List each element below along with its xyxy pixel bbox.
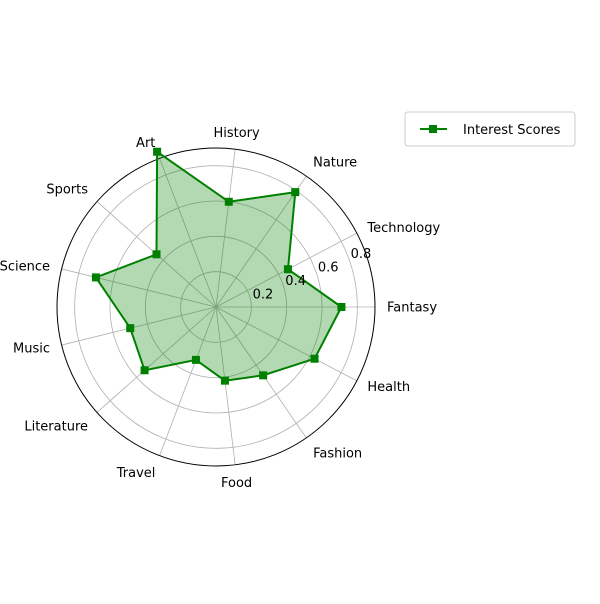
radial-tick-label-1: 0.4 [285, 274, 306, 289]
data-point-science [91, 273, 100, 282]
data-point-health [310, 354, 319, 363]
data-point-fashion [259, 371, 268, 380]
category-label-fashion: Fashion [313, 447, 362, 462]
data-point-food [220, 376, 229, 385]
data-point-technology [283, 265, 292, 274]
category-label-travel: Travel [116, 466, 156, 481]
grid-spoke-6 [61, 268, 217, 308]
category-label-art: Art [136, 136, 155, 151]
data-point-music [126, 324, 135, 333]
radial-tick-label-0: 0.2 [253, 288, 274, 303]
data-point-art [153, 147, 162, 156]
grid-spoke-10 [215, 306, 236, 465]
legend: Interest Scores [404, 111, 576, 147]
category-label-fantasy: Fantasy [387, 301, 437, 316]
radial-tick-labels: 0.2 0.4 0.6 0.8 [253, 247, 372, 303]
legend-label: Interest Scores [463, 123, 561, 138]
series-layer [91, 147, 346, 385]
data-point-nature [291, 188, 300, 197]
data-point-travel [191, 355, 200, 364]
grid-spoke-3 [215, 149, 236, 308]
data-point-history [224, 197, 233, 206]
series-area-fill [95, 151, 342, 381]
grid-spoke-4 [159, 158, 217, 308]
category-label-health: Health [367, 380, 410, 395]
grid-spoke-8 [96, 306, 217, 413]
legend-frame [404, 111, 576, 147]
polar-grid [56, 147, 376, 467]
data-point-literature [140, 366, 149, 375]
category-label-sports: Sports [46, 183, 88, 198]
radial-tick-label-2: 0.6 [318, 260, 339, 275]
grid-spoke-9 [159, 306, 217, 456]
data-point-fantasy [337, 303, 346, 311]
grid-spoke-7 [61, 306, 217, 346]
grid-spoke-2 [215, 175, 307, 308]
category-label-technology: Technology [366, 221, 440, 236]
radial-tick-label-3: 0.8 [351, 247, 372, 262]
category-label-history: History [213, 126, 260, 141]
polar-frame [56, 147, 376, 467]
data-point-sports [152, 250, 161, 259]
category-label-nature: Nature [313, 155, 357, 170]
category-labels: Fantasy Technology Nature History Art Sports S… [0, 126, 441, 491]
category-label-food: Food [221, 476, 252, 491]
category-label-science: Science [0, 260, 50, 275]
series-line [94, 150, 343, 382]
category-label-music: Music [13, 341, 50, 356]
legend-marker-swatch [429, 125, 437, 133]
category-label-literature: Literature [24, 419, 88, 434]
grid-spoke-12 [215, 306, 357, 382]
